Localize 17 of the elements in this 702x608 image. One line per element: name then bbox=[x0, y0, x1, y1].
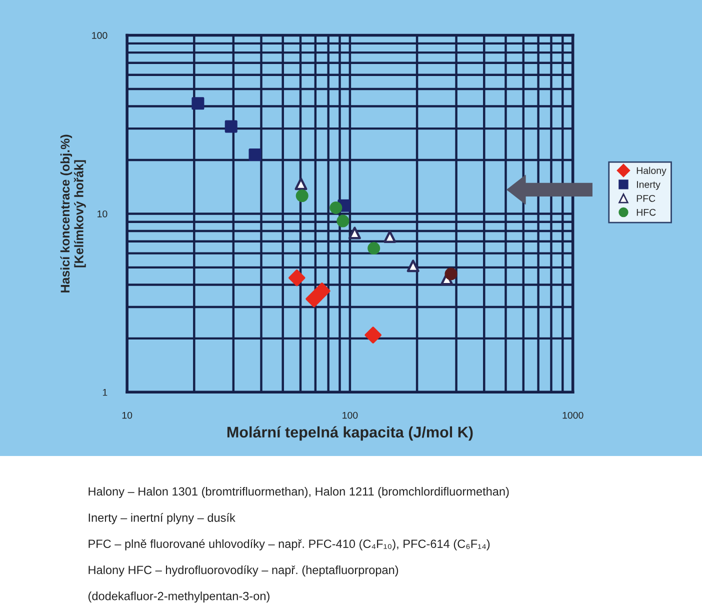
y-tick-label: 1 bbox=[102, 388, 108, 396]
text: Halony HFC – hydrofluorovodíky – např. (heptafluorpropan) bbox=[88, 565, 398, 576]
x-tick-label: 100 bbox=[342, 412, 358, 419]
y-axis-title: Hasicí koncentrace (obj.%) [Kelímkový hořák] bbox=[60, 134, 86, 292]
x-axis-title: Molární tepelná kapacita (J/mol K) bbox=[227, 426, 473, 441]
legend-label: PFC bbox=[636, 194, 656, 202]
x-tick-label: 10 bbox=[122, 412, 132, 419]
x-tick-label: 1000 bbox=[562, 412, 584, 419]
y-tick-label: 100 bbox=[92, 32, 108, 39]
legend-label: Inerty bbox=[637, 181, 660, 190]
legend-label: Halony bbox=[636, 166, 666, 176]
text: Halony – Halon 1301 (bromtrifluormethan), Halon 1211 (bromchlordifluormethan) bbox=[88, 486, 509, 498]
legend-label: HFC bbox=[636, 208, 656, 216]
text: Inerty – inertní plyny – dusík bbox=[88, 513, 236, 524]
text: (dodekafluor-2-methylpentan-3-on) bbox=[88, 592, 270, 603]
text: PFC – plně fluorované uhlovodíky – např. PFC-410 (C₄F₁₀), PFC-614 (C₆F₁₄) bbox=[88, 539, 490, 550]
y-tick-label: 10 bbox=[98, 210, 108, 218]
